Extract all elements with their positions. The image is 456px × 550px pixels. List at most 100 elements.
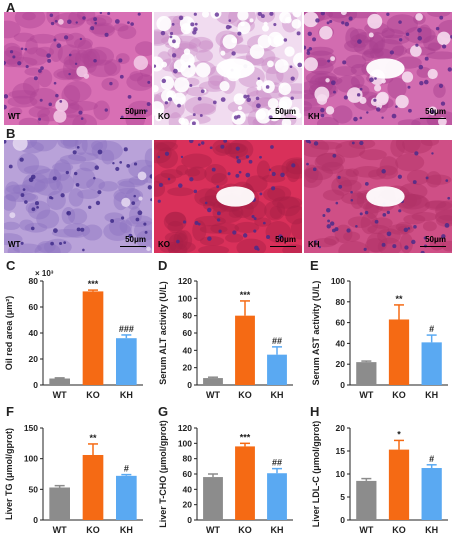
y-tick-label: 100 (331, 276, 345, 286)
panel-label-a: A (6, 0, 16, 15)
y-axis-label: Liver LDL-C (μmol/gprot) (311, 421, 321, 528)
significance-marker: # (124, 464, 129, 474)
y-tick-label: 120 (178, 276, 192, 286)
significance-marker: ## (272, 458, 282, 468)
bar-ko (235, 446, 255, 520)
bar-wt (49, 378, 70, 385)
y-tick-label: 100 (178, 293, 192, 303)
micrograph-oil-red-ko: KO 50μm (154, 140, 302, 253)
bar-ko (388, 319, 410, 385)
scale-bar (270, 245, 296, 247)
micrograph-he-kh: KH 50μm (304, 12, 452, 125)
significance-marker: ## (272, 336, 282, 346)
y-axis-label: Serum ALT activity (U/L) (158, 281, 168, 385)
x-tick-label: WT (206, 525, 220, 535)
y-tick-label: 80 (183, 311, 193, 321)
bar-kh (421, 468, 442, 520)
y-tick-label: 60 (336, 318, 346, 328)
y-tick-label: 80 (183, 454, 193, 464)
micrograph-group-label: WT (8, 112, 21, 121)
micrograph-oil-red-wt: WT 50μm (4, 140, 152, 253)
y-tick-label: 0 (33, 515, 38, 525)
x-tick-label: KH (271, 525, 284, 535)
y-tick-label: 20 (183, 500, 193, 510)
scale-bar-label: 50μm (425, 107, 446, 116)
x-tick-label: KH (120, 525, 133, 535)
bar-kh (267, 473, 287, 520)
y-tick-label: 0 (33, 380, 38, 390)
significance-marker: *** (240, 432, 251, 442)
x-tick-label: WT (53, 390, 67, 400)
y-tick-label: 80 (336, 297, 346, 307)
y-axis-label: Serum AST activity (U/L) (311, 281, 321, 386)
y-tick-label: 40 (183, 345, 193, 355)
chart-panel-f: 0 50 100 150 Liver TG (μmol/gprot) WT ** KO # KH (4, 423, 143, 535)
chart-panel-g: 0 20 40 60 80 100 120 Liver T-CHO (μmol/gprot) W… (158, 420, 293, 535)
significance-marker: ** (89, 433, 97, 443)
chart-panel-c: 0 20 40 60 80 Oil red area (μm²) × 10³ WT *** KO #… (4, 269, 143, 400)
bar-ko (388, 449, 410, 520)
x-tick-label: KH (425, 390, 438, 400)
bar-ko (82, 291, 104, 385)
significance-marker: * (397, 429, 401, 439)
chart-panel-e: 0 20 40 60 80 100 Serum AST activity (U/L) WT **… (311, 276, 448, 400)
bar-wt (203, 477, 223, 520)
y-tick-label: 40 (183, 484, 193, 494)
y-tick-label: 0 (340, 380, 345, 390)
x-tick-label: WT (359, 525, 373, 535)
y-tick-label: 60 (29, 302, 39, 312)
chart-panel-d: 0 20 40 60 80 100 120 Serum ALT activity (U/L) W… (158, 276, 293, 400)
x-tick-label: KO (392, 390, 406, 400)
bar-wt (356, 362, 377, 385)
chart-panel-h: 0 5 10 15 20 Liver LDL-C (μmol/gprot) WT * KO # KH (311, 421, 448, 535)
x-tick-label: KH (120, 390, 133, 400)
scale-bar (270, 117, 296, 119)
significance-marker: *** (240, 290, 251, 300)
scale-bar (120, 245, 146, 247)
y-tick-label: 20 (336, 359, 346, 369)
micrograph-group-label: KH (308, 112, 320, 121)
y-tick-label: 20 (336, 423, 346, 433)
y-tick-label: 120 (178, 423, 192, 433)
y-tick-label: 100 (178, 438, 192, 448)
micrograph-he-wt: WT 50μm (4, 12, 152, 125)
micrograph-group-label: KO (158, 112, 170, 121)
x-tick-label: KO (238, 390, 252, 400)
x-tick-label: WT (359, 390, 373, 400)
bar-wt (203, 378, 223, 385)
y-tick-label: 15 (336, 446, 346, 456)
y-tick-label: 150 (24, 423, 38, 433)
y-axis-label: Oil red area (μm²) (4, 296, 14, 371)
y-tick-label: 40 (29, 328, 39, 338)
x-tick-label: KH (425, 525, 438, 535)
x-tick-label: KO (86, 390, 100, 400)
axis-multiplier: × 10³ (35, 269, 54, 278)
micrograph-group-label: KH (308, 240, 320, 249)
x-tick-label: WT (206, 390, 220, 400)
bar-ko (82, 454, 104, 520)
bar-kh (116, 338, 137, 385)
x-tick-label: KH (271, 390, 284, 400)
significance-marker: # (429, 324, 434, 334)
significance-marker: # (429, 454, 434, 464)
micrograph-oil-red-kh: KH 50μm (304, 140, 452, 253)
y-tick-label: 20 (29, 354, 39, 364)
panel-label-g: G (158, 404, 169, 419)
y-tick-label: 0 (340, 515, 345, 525)
x-tick-label: KO (392, 525, 406, 535)
bar-kh (421, 342, 442, 385)
micrograph-he-ko: KO 50μm (154, 12, 302, 125)
scale-bar (420, 245, 446, 247)
scale-bar-label: 50μm (125, 107, 146, 116)
panel-label-d: D (158, 258, 168, 273)
significance-marker: ### (119, 324, 134, 334)
scale-bar-label: 50μm (125, 235, 146, 244)
scale-bar (420, 117, 446, 119)
micrograph-group-label: KO (158, 240, 170, 249)
y-tick-label: 0 (187, 380, 192, 390)
scale-bar (120, 117, 146, 119)
micrograph-group-label: WT (8, 240, 21, 249)
panel-label-h: H (310, 404, 320, 419)
scale-bar-label: 50μm (275, 107, 296, 116)
